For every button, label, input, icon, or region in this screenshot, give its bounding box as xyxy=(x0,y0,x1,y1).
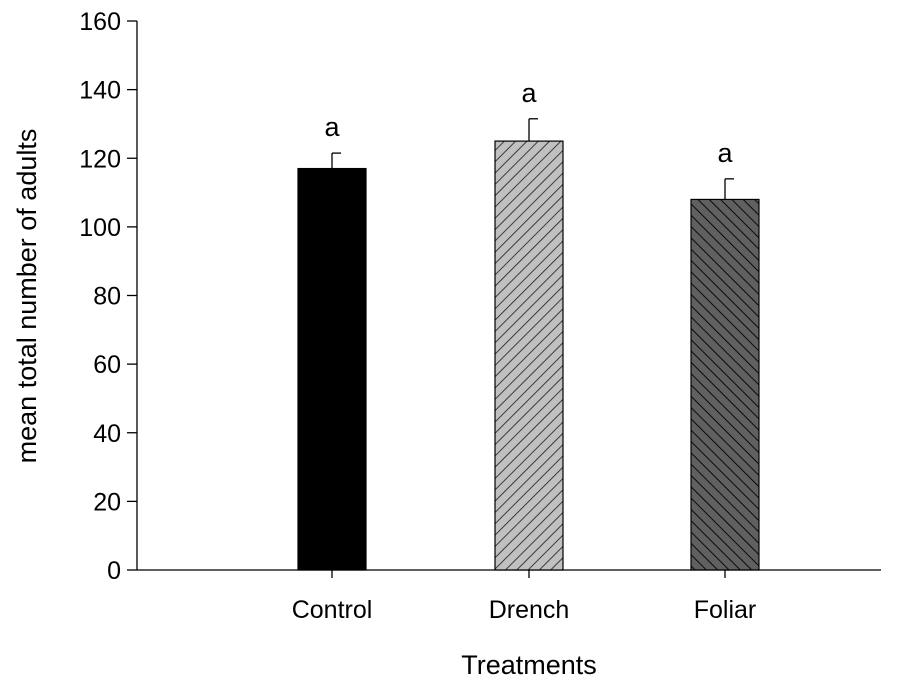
y-tick-label: 0 xyxy=(107,557,121,585)
y-tick-label: 100 xyxy=(79,214,121,242)
category-label-drench: Drench xyxy=(489,596,570,624)
y-axis-ticks: 0 20 40 60 80 100 120 140 160 xyxy=(79,8,137,585)
bar-control xyxy=(297,167,367,571)
y-tick-label: 160 xyxy=(79,8,121,36)
significance-label-drench: a xyxy=(521,78,537,108)
y-tick-label: 20 xyxy=(93,488,121,516)
x-axis-title: Treatments xyxy=(461,650,597,680)
y-tick-label: 140 xyxy=(79,77,121,105)
y-axis-title: mean total number of adults xyxy=(12,129,42,464)
bar-drench xyxy=(494,140,564,571)
significance-label-foliar: a xyxy=(717,138,733,168)
y-tick-label: 60 xyxy=(93,351,121,379)
category-label-foliar: Foliar xyxy=(694,596,757,624)
significance-label-control: a xyxy=(324,112,340,142)
category-label-control: Control xyxy=(292,596,373,624)
y-tick-label: 120 xyxy=(79,145,121,173)
y-tick-label: 80 xyxy=(93,283,121,311)
bars-group: a a a xyxy=(297,78,760,571)
category-labels: Control Drench Foliar xyxy=(292,570,757,624)
y-tick-label: 40 xyxy=(93,420,121,448)
bar-foliar xyxy=(690,198,760,571)
